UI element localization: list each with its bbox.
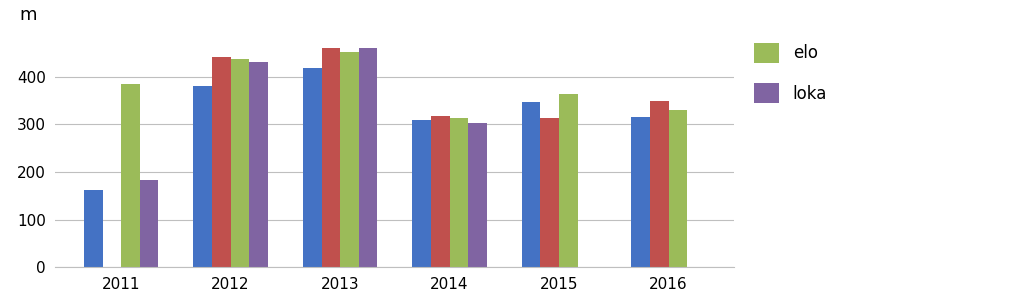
Bar bbox=[231, 59, 249, 267]
Bar bbox=[431, 116, 450, 267]
Bar bbox=[468, 123, 486, 267]
Bar bbox=[668, 110, 687, 267]
Legend: elo, loka: elo, loka bbox=[749, 37, 832, 108]
Bar bbox=[541, 118, 559, 267]
Bar bbox=[359, 48, 377, 267]
Bar bbox=[632, 117, 650, 267]
Bar bbox=[340, 52, 359, 267]
Bar bbox=[84, 190, 102, 267]
Bar bbox=[193, 86, 212, 267]
Bar bbox=[650, 101, 668, 267]
Bar bbox=[212, 57, 231, 267]
Bar bbox=[140, 180, 158, 267]
Bar bbox=[522, 102, 541, 267]
Bar bbox=[413, 120, 431, 267]
Bar bbox=[122, 84, 140, 267]
Bar bbox=[450, 118, 468, 267]
Bar bbox=[249, 62, 268, 267]
Y-axis label: m: m bbox=[19, 6, 37, 25]
Bar bbox=[322, 48, 340, 267]
Bar bbox=[559, 94, 577, 267]
Bar bbox=[303, 68, 322, 267]
